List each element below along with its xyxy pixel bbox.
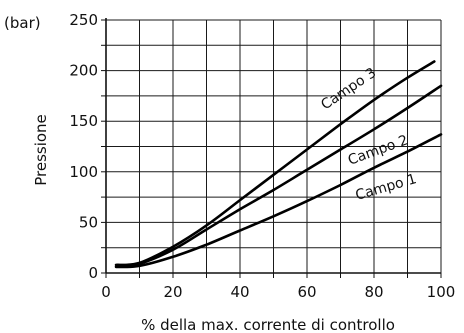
y-tick-label-250: 250 — [69, 11, 98, 29]
y-axis-label: Pressione — [32, 114, 50, 186]
series-line-campo-3 — [114, 60, 436, 267]
y-tick-label-200: 200 — [69, 62, 98, 80]
y-unit-label: (bar) — [4, 14, 41, 32]
x-tick-label-100: 100 — [427, 283, 456, 301]
series-line-campo-2 — [121, 84, 443, 268]
y-tick-label-50: 50 — [79, 213, 98, 231]
chart-axes — [101, 18, 442, 278]
x-tick-label-40: 40 — [230, 283, 249, 301]
x-tick-label-20: 20 — [163, 283, 182, 301]
x-tick-label-80: 80 — [364, 283, 383, 301]
series-line-campo-1 — [114, 133, 443, 269]
x-tick-label-60: 60 — [297, 283, 316, 301]
chart-grid — [106, 19, 442, 273]
curve-label-campo-1: Campo 1 — [354, 171, 419, 204]
chart-series — [114, 60, 443, 269]
tick-labels: 0 20 40 60 80 100 0 50 100 150 200 250 — [69, 11, 455, 301]
y-tick-label-150: 150 — [69, 112, 98, 130]
x-tick-label-0: 0 — [101, 283, 111, 301]
y-tick-label-0: 0 — [88, 264, 98, 282]
x-axis-label: % della max. corrente di controllo — [141, 316, 395, 333]
y-tick-label-100: 100 — [69, 163, 98, 181]
curve-label-campo-2: Campo 2 — [346, 132, 410, 169]
curve-label-campo-3: Campo 3 — [318, 65, 379, 113]
